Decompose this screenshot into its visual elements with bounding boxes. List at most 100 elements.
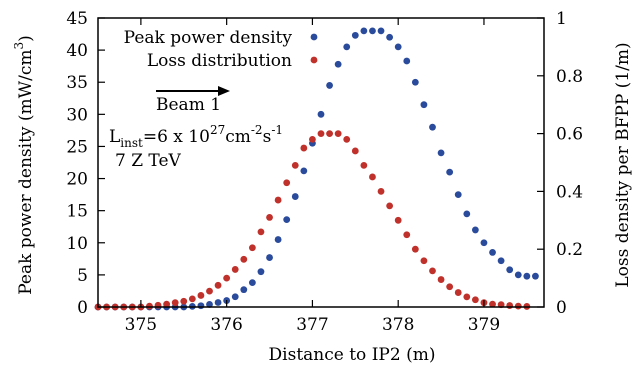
- x-tick-label: 376: [210, 315, 242, 335]
- loss-point: [429, 267, 436, 275]
- beam-arrow: [156, 86, 230, 96]
- peak-power-point: [257, 268, 265, 276]
- loss-point: [266, 214, 273, 221]
- peak-power-point: [377, 27, 385, 35]
- peak-power-point: [240, 286, 248, 294]
- y-tick-label: 45: [66, 9, 88, 29]
- loss-point: [309, 135, 316, 143]
- peak-power-point: [291, 193, 299, 200]
- peak-power-point: [506, 266, 514, 274]
- loss-point: [206, 287, 213, 295]
- peak-power-point: [343, 43, 351, 51]
- peak-power-point: [523, 272, 531, 280]
- y-tick-label: 5: [77, 266, 88, 286]
- y2-tick-label: 0.4: [556, 182, 583, 202]
- loss-point: [351, 147, 359, 155]
- loss-point: [411, 245, 419, 253]
- peak-power-point: [420, 101, 428, 109]
- y2-axis-title: Loss density per BFPP (1/m): [613, 42, 633, 287]
- legend-label-peak-power: Peak power density: [124, 28, 293, 48]
- peak-power-point: [403, 57, 411, 65]
- peak-power-point: [214, 299, 222, 306]
- y-tick-label: 30: [66, 105, 88, 125]
- loss-point: [300, 144, 308, 152]
- y-tick-label: 20: [66, 170, 88, 190]
- y2-tick-label: 0.2: [556, 240, 583, 260]
- loss-point: [506, 302, 514, 309]
- legend-marker-peak-power: [310, 33, 318, 41]
- loss-point: [334, 130, 342, 138]
- peak-power-point: [386, 33, 394, 41]
- loss-point: [386, 202, 394, 210]
- legend: Peak power density Loss distribution: [124, 28, 318, 71]
- peak-power-point: [532, 272, 539, 280]
- loss-point: [240, 255, 248, 263]
- y-tick-label: 0: [77, 298, 88, 318]
- loss-point: [454, 289, 462, 296]
- loss-point: [317, 130, 325, 138]
- loss-point: [489, 300, 496, 308]
- peak-power-point: [394, 43, 402, 51]
- y2-tick-label: 0: [556, 298, 567, 318]
- peak-power-point: [266, 254, 273, 261]
- peak-power-point: [206, 301, 213, 308]
- loss-point: [463, 293, 471, 301]
- y-axis-title: Peak power density (mW/cm3): [12, 35, 36, 295]
- y2-tick-label: 0.6: [556, 125, 583, 145]
- peak-power-point: [446, 168, 454, 176]
- peak-power-point: [283, 216, 291, 224]
- peak-power-point: [326, 82, 333, 89]
- loss-point: [214, 281, 222, 289]
- loss-point: [223, 274, 231, 282]
- y-tick-label: 25: [66, 137, 88, 157]
- energy-label: 7 Z TeV: [115, 151, 182, 171]
- peak-power-point: [429, 123, 436, 131]
- axis-ticks: 375 376 377 378 379 0 5 10 15 20 25 30 35 40 45 0 0.2 0.4…: [66, 9, 583, 335]
- plot-frame: [97, 17, 545, 308]
- legend-label-loss: Loss distribution: [147, 51, 292, 71]
- peak-power-point: [489, 249, 496, 256]
- loss-point: [394, 216, 402, 224]
- peak-power-point: [274, 236, 282, 243]
- y2-tick-label: 1: [556, 9, 567, 29]
- peak-power-point: [437, 149, 445, 157]
- peak-power-point: [197, 302, 205, 310]
- loss-point: [360, 161, 368, 169]
- legend-marker-loss: [310, 56, 318, 64]
- x-tick-label: 377: [296, 315, 328, 335]
- x-tick-label: 378: [382, 315, 414, 335]
- loss-point: [446, 283, 454, 291]
- loss-point: [326, 130, 333, 138]
- loss-point: [180, 297, 188, 305]
- peak-power-point: [480, 239, 488, 247]
- peak-power-point: [334, 60, 342, 68]
- loss-point: [420, 257, 428, 265]
- loss-point: [343, 135, 351, 143]
- peak-power-point: [317, 110, 325, 118]
- loss-point: [257, 228, 265, 236]
- loss-point: [437, 276, 445, 283]
- loss-point: [403, 231, 411, 239]
- y-tick-label: 40: [66, 41, 88, 61]
- loss-point: [146, 302, 153, 310]
- peak-power-point: [454, 191, 462, 199]
- loss-point: [163, 300, 171, 308]
- beam-label: Beam 1: [156, 95, 221, 115]
- x-tick-label: 379: [468, 315, 500, 335]
- peak-power-point: [360, 27, 368, 35]
- x-tick-label: 375: [125, 315, 157, 335]
- loss-point: [514, 302, 522, 310]
- peak-power-point: [497, 257, 505, 265]
- y-tick-label: 15: [66, 202, 88, 222]
- loss-point: [171, 299, 179, 307]
- loss-point: [188, 295, 196, 303]
- loss-point: [369, 173, 376, 181]
- peak-power-point: [463, 210, 471, 218]
- peak-power-point: [369, 27, 376, 35]
- peak-power-point: [471, 226, 479, 234]
- loss-point: [471, 296, 479, 304]
- loss-point: [248, 244, 256, 252]
- y-tick-label: 10: [66, 234, 88, 254]
- loss-point: [377, 188, 385, 195]
